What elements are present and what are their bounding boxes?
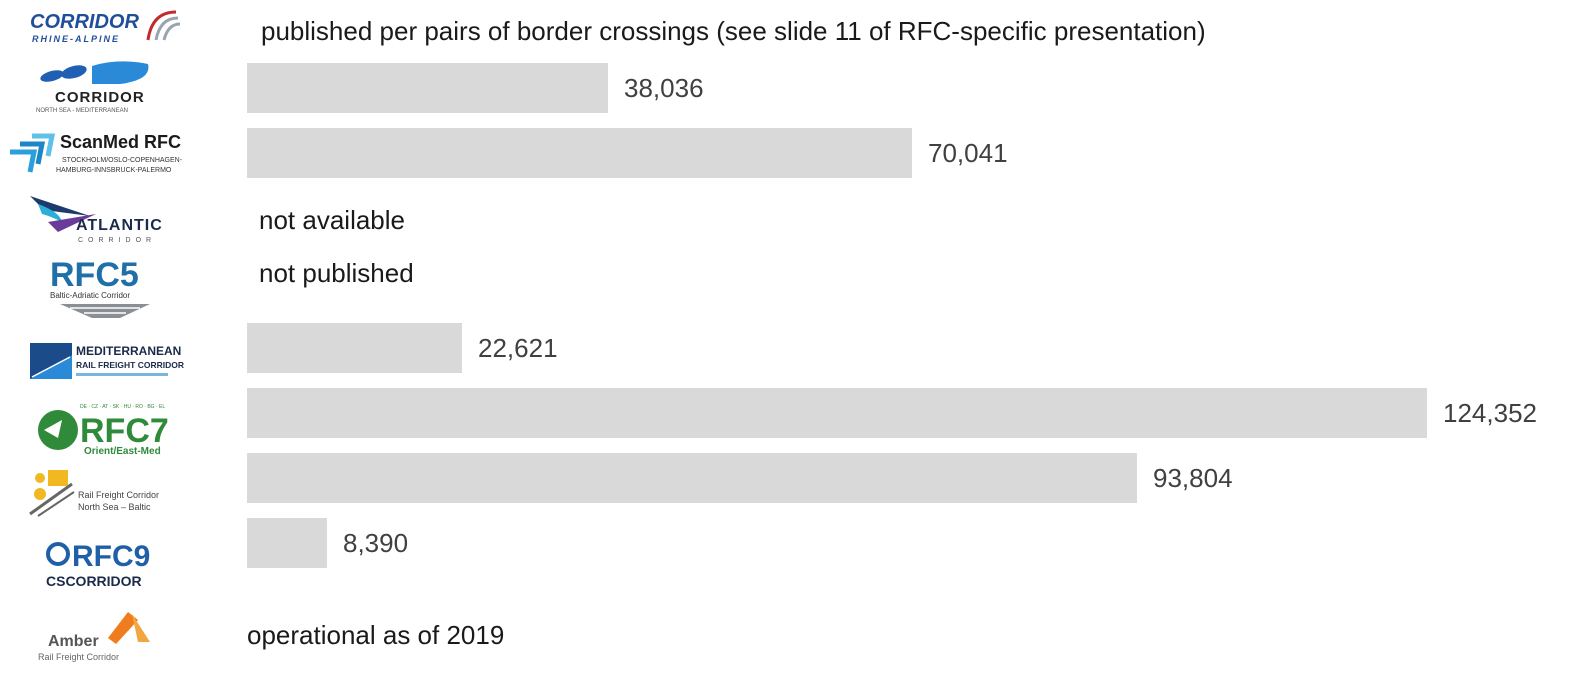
logo-line: North Sea – Baltic [78, 502, 151, 512]
logo-line: RFC9 [72, 540, 150, 573]
note-row-4: not published [259, 258, 414, 288]
note-row-3: not available [259, 205, 405, 235]
bar-scanmed [247, 128, 912, 178]
logo-line: NORTH SEA - MEDITERRANEAN [36, 108, 128, 114]
bar-mediterranean [247, 323, 462, 373]
logo-line: Rail Freight Corridor [38, 652, 119, 662]
svg-text:DE · CZ · AT · SK · HU · RO ·: DE · CZ · AT · SK · HU · RO · BG · EL [80, 404, 165, 410]
note-row-9: operational as of 2019 [247, 620, 505, 650]
rfc9-logo: RFC9 CSCORRIDOR [0, 534, 200, 594]
atlantic-logo: ATLANTIC CORRIDOR [0, 192, 200, 248]
rhine-alpine-logo: CORRIDOR RHINE-ALPINE [0, 4, 200, 46]
north-sea-baltic-logo: Rail Freight Corridor North Sea – Baltic [0, 464, 200, 520]
logo-line: ScanMed RFC [60, 132, 181, 152]
logo-line: Baltic-Adriatic Corridor [50, 291, 130, 300]
amber-logo: Amber Rail Freight Corridor [0, 610, 200, 666]
value-label: 38,036 [624, 73, 704, 103]
logo-line: RFC5 [50, 256, 139, 294]
logo-line: Orient/East-Med [84, 446, 161, 457]
value-label: 93,804 [1153, 463, 1233, 493]
value-label: 124,352 [1443, 398, 1537, 428]
logo-line: RHINE-ALPINE [32, 34, 120, 44]
value-label: 70,041 [928, 138, 1008, 168]
bar-rfc7 [247, 388, 1427, 438]
logo-line: Amber [48, 633, 99, 650]
rfc5-logo: RFC5 Baltic-Adriatic Corridor [0, 252, 200, 326]
logo-line: ATLANTIC [76, 217, 163, 234]
logo-line: STOCKHOLM/OSLO-COPENHAGEN- [62, 157, 183, 164]
logo-line: HAMBURG-INNSBRUCK-PALERMO [56, 167, 172, 174]
logo-line: RFC7 [80, 412, 169, 450]
bar-north-sea-baltic [247, 453, 1137, 503]
bar-north-sea-mediterranean [247, 63, 608, 113]
value-label: 8,390 [343, 528, 409, 558]
logo-line: CORRIDOR [78, 237, 156, 244]
logo-line: Rail Freight Corridor [78, 490, 159, 500]
logo-line: CORRIDOR [55, 89, 145, 106]
bar-rfc9 [247, 518, 327, 568]
north-sea-mediterranean-logo: CORRIDOR NORTH SEA - MEDITERRANEAN [0, 58, 200, 114]
note-row-0: published per pairs of border crossings … [261, 16, 1206, 46]
logo-line: MEDITERRANEAN [76, 344, 181, 358]
rfc7-logo: DE · CZ · AT · SK · HU · RO · BG · EL RF… [0, 398, 200, 458]
scanmed-logo: ScanMed RFC STOCKHOLM/OSLO-COPENHAGEN- H… [0, 128, 200, 184]
logo-line: CORRIDOR [30, 11, 139, 33]
logo-line: CSCORRIDOR [46, 573, 142, 589]
logo-line: RAIL FREIGHT CORRIDOR [76, 360, 184, 370]
mediterranean-logo: MEDITERRANEAN RAIL FREIGHT CORRIDOR [0, 337, 200, 385]
value-label: 22,621 [478, 333, 558, 363]
